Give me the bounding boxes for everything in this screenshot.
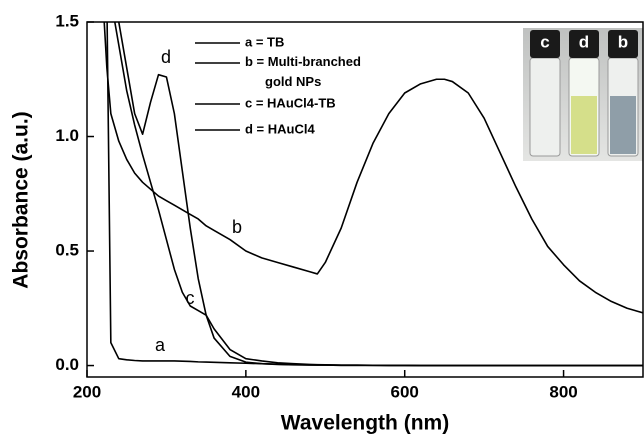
legend-label: c = HAuCl4-TB: [245, 95, 336, 110]
y-tick-label: 1.0: [55, 126, 79, 145]
x-tick-label: 800: [549, 382, 577, 401]
legend-label: b = Multi-branched gold NPs: [245, 54, 365, 89]
x-tick-label: 600: [391, 382, 419, 401]
plot-area: [103, 22, 643, 367]
curve-label: b: [232, 217, 242, 237]
vial-cap: [530, 30, 560, 58]
curve-label: d: [161, 47, 171, 67]
series-line: [117, 22, 643, 367]
x-tick-label: 400: [232, 382, 260, 401]
inset-label: d: [579, 32, 589, 51]
y-tick-label: 0.5: [55, 241, 79, 260]
vial-liquid: [610, 96, 636, 154]
curve-label: c: [186, 288, 195, 308]
vial-cap: [608, 30, 638, 58]
vial-liquid: [571, 96, 597, 154]
legend-label: d = HAuCl4: [245, 121, 315, 136]
legend-label: a = TB: [245, 34, 284, 49]
curve-label: a: [155, 335, 166, 355]
vial-cap: [569, 30, 599, 58]
y-tick-label: 0.0: [55, 355, 79, 374]
vial: [529, 57, 561, 157]
plot-frame: [86, 21, 644, 378]
x-axis-title: Wavelength (nm): [281, 412, 449, 435]
y-axis-title: Absorbance (a.u.): [10, 111, 33, 288]
inset-label: c: [540, 32, 549, 51]
y-tick-label: 1.5: [55, 11, 79, 30]
inset-label: b: [618, 32, 628, 51]
x-tick-label: 200: [73, 382, 101, 401]
